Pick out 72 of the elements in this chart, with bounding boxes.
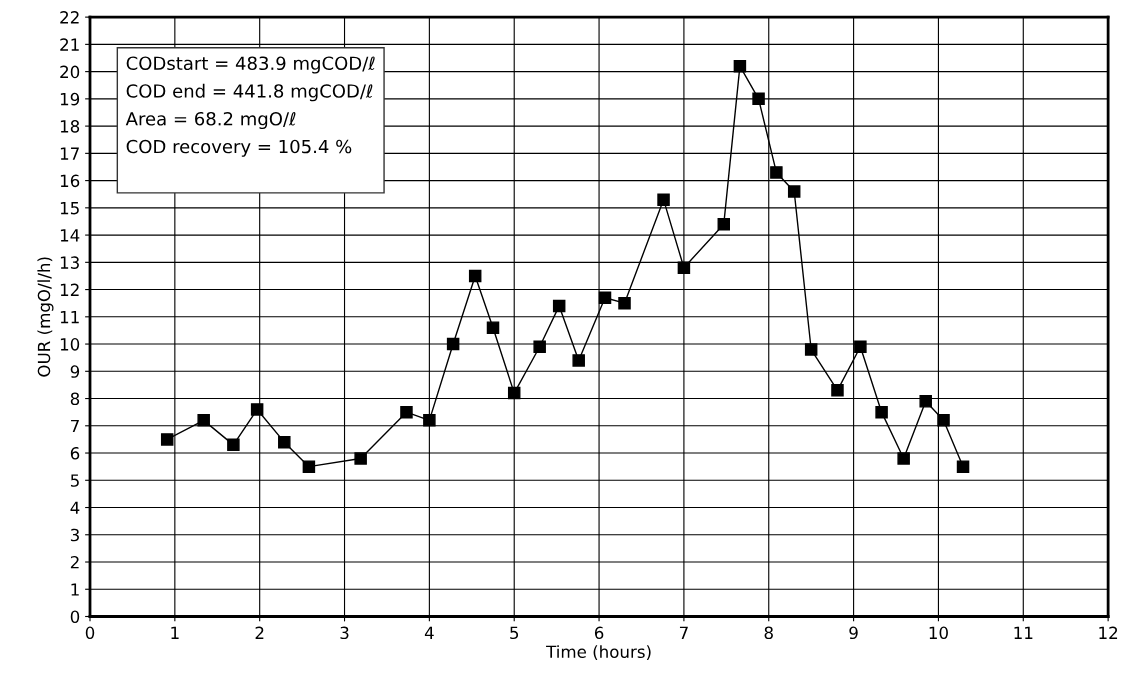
point xyxy=(572,354,585,367)
point xyxy=(770,166,783,179)
point xyxy=(197,414,210,427)
x-tick-label: 4 xyxy=(424,626,434,639)
point xyxy=(831,384,844,397)
point xyxy=(919,395,932,408)
x-tick-label: 0 xyxy=(85,626,95,640)
point xyxy=(278,435,291,449)
x-tick-label: 10 xyxy=(929,626,948,640)
point xyxy=(657,193,670,206)
point xyxy=(468,269,482,283)
annotation: CODstart = 483.9 mgCOD/ℓ COD end = 441.8 mgCOD/ℓ Area = 68.2 mgO/ℓ COD recovery = 105.4 % xyxy=(125,56,375,157)
x-tick-label: 11 xyxy=(1014,626,1033,639)
point xyxy=(618,296,631,310)
point xyxy=(160,433,174,446)
x-tick-label: 5 xyxy=(510,626,519,640)
y-tick-label: 18 xyxy=(60,120,80,133)
y-tick-label: 12 xyxy=(60,283,79,296)
point xyxy=(302,460,316,473)
point xyxy=(897,452,910,465)
x-tick-label: 12 xyxy=(1099,626,1118,639)
point xyxy=(354,452,367,465)
point xyxy=(875,405,888,419)
point xyxy=(423,414,436,427)
point xyxy=(598,291,612,304)
point xyxy=(956,460,970,473)
x-axis-title: Time (hours) xyxy=(546,645,651,660)
point xyxy=(507,386,521,400)
x-tick-label: 9 xyxy=(849,626,858,640)
y-tick-label: 21 xyxy=(60,38,79,51)
point xyxy=(854,340,867,354)
x-tick-label: 7 xyxy=(679,626,688,639)
x-tick-label: 8 xyxy=(764,626,773,640)
x-tick-label: 1 xyxy=(171,626,179,639)
point xyxy=(446,337,460,351)
y-tick-label: 10 xyxy=(60,338,80,351)
y-tick-label: 7 xyxy=(71,419,79,433)
y-tick-label: 2 xyxy=(70,555,79,569)
y-tick-label: 17 xyxy=(60,147,79,160)
y-tick-label: 4 xyxy=(70,501,80,514)
point xyxy=(804,343,818,356)
y-tick-label: 16 xyxy=(60,174,80,188)
point xyxy=(552,299,566,313)
y-tick-label: 20 xyxy=(60,65,80,79)
point xyxy=(533,340,546,354)
point xyxy=(752,92,765,106)
y-tick-label: 9 xyxy=(70,365,80,378)
y-axis-title: OUR (mgO/l/h) xyxy=(37,257,54,377)
y-tick-label: 13 xyxy=(60,256,79,269)
x-tick-label: 2 xyxy=(255,626,264,639)
y-tick-label: 22 xyxy=(60,11,79,24)
y-tick-label: 15 xyxy=(60,202,79,215)
y-tick-label: 14 xyxy=(60,229,80,242)
y-tick-label: 6 xyxy=(70,447,80,460)
point xyxy=(717,217,731,231)
y-tick-label: 19 xyxy=(60,92,80,106)
y-tick-label: 11 xyxy=(60,310,79,324)
x-tick-label: 6 xyxy=(594,626,604,640)
point xyxy=(250,403,264,416)
point xyxy=(486,321,500,334)
point xyxy=(733,59,747,73)
y-tick-label: 3 xyxy=(70,528,79,542)
y-tick-label: 5 xyxy=(70,474,79,487)
point xyxy=(937,414,950,427)
point xyxy=(677,261,691,275)
point xyxy=(227,438,240,452)
y-tick-label: 1 xyxy=(71,583,79,596)
y-tick-label: 0 xyxy=(70,610,80,624)
x-tick-label: 3 xyxy=(340,626,349,640)
y-tick-label: 8 xyxy=(70,392,80,406)
point xyxy=(400,405,413,419)
point xyxy=(787,185,801,198)
